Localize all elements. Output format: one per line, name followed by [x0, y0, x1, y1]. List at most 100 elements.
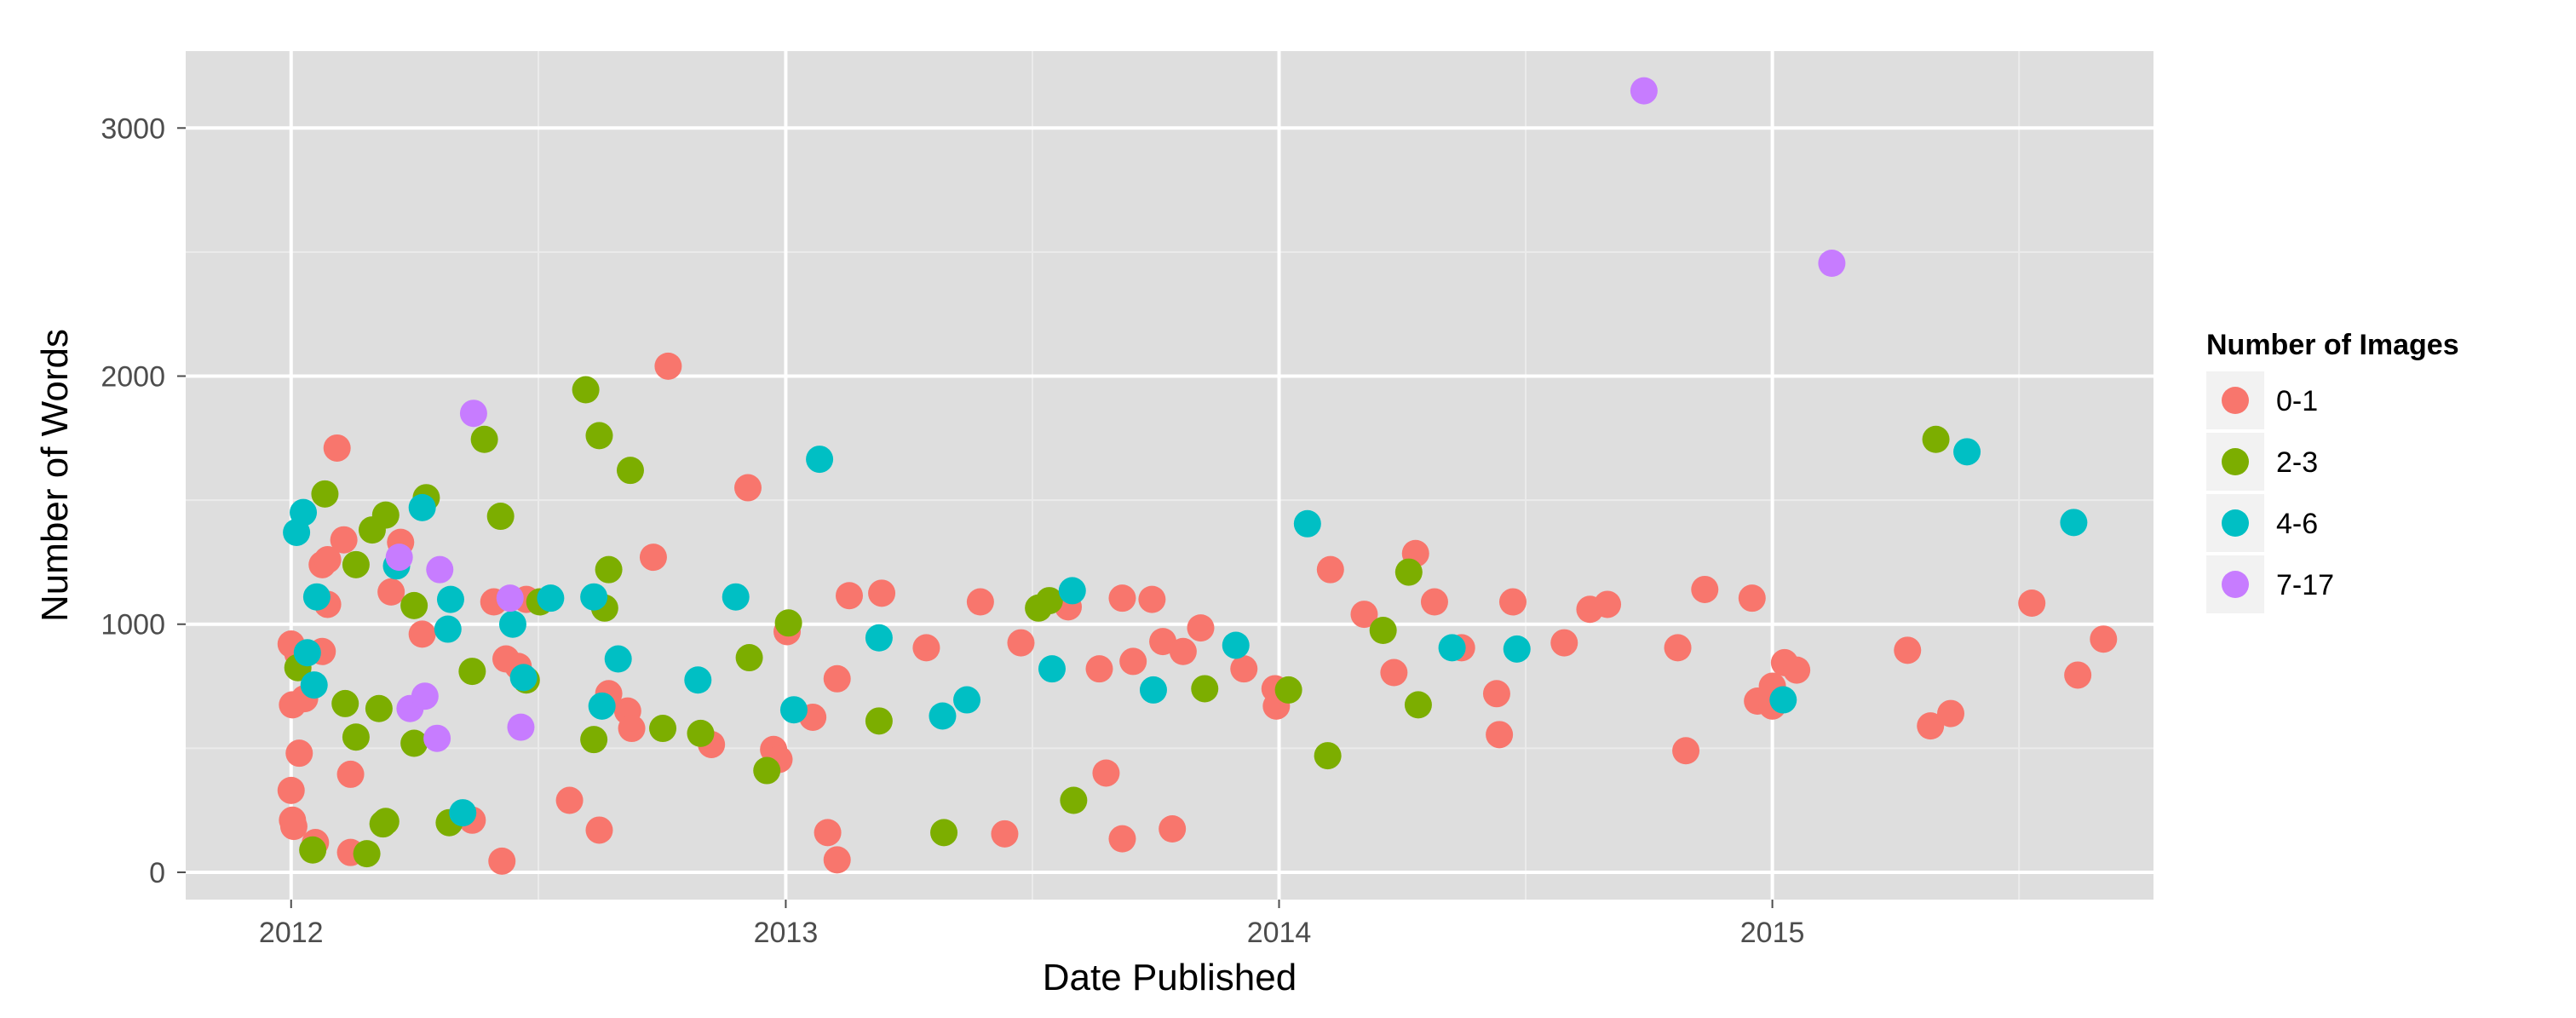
- data-point: [1953, 438, 1981, 466]
- legend-entry: 7-17: [2206, 555, 2334, 613]
- axis-ticks: [177, 127, 1774, 908]
- y-axis-title: Number of Words: [34, 329, 76, 622]
- legend-title: Number of Images: [2206, 329, 2459, 361]
- data-point: [639, 544, 667, 572]
- data-point: [1092, 759, 1120, 787]
- data-point: [290, 498, 318, 526]
- data-point: [585, 816, 613, 844]
- data-point: [1138, 585, 1166, 613]
- x-tick-label: 2013: [754, 917, 819, 949]
- data-point: [1314, 742, 1342, 770]
- data-point: [1274, 676, 1302, 704]
- data-point: [1630, 77, 1658, 105]
- data-point: [1108, 825, 1136, 853]
- data-point: [1486, 721, 1514, 749]
- data-point: [1058, 577, 1086, 605]
- data-point: [929, 702, 957, 730]
- data-point: [1691, 575, 1719, 603]
- data-point: [331, 689, 359, 717]
- data-point: [684, 666, 712, 694]
- data-point: [1191, 675, 1219, 703]
- data-point: [649, 715, 677, 743]
- data-point: [555, 786, 584, 814]
- data-point: [1818, 250, 1846, 277]
- data-point: [779, 696, 808, 724]
- data-point: [300, 671, 328, 699]
- data-point: [1369, 617, 1397, 645]
- data-point: [1149, 628, 1177, 656]
- data-point: [654, 352, 682, 380]
- data-point: [585, 422, 613, 450]
- data-point: [400, 591, 428, 619]
- x-tick-label: 2015: [1740, 917, 1805, 949]
- data-point: [2018, 589, 2046, 617]
- data-point: [618, 715, 646, 743]
- data-point: [865, 707, 893, 735]
- data-point: [408, 620, 436, 648]
- data-point: [930, 819, 958, 847]
- data-point: [1438, 634, 1466, 662]
- data-point: [1038, 655, 1066, 683]
- data-point: [588, 692, 616, 720]
- data-point: [400, 729, 428, 757]
- data-point: [722, 583, 750, 611]
- data-point: [734, 474, 762, 502]
- data-point: [1503, 635, 1531, 663]
- legend: Number of Images 0-1 2-3 4-6 7-17: [2206, 329, 2459, 613]
- data-point: [1060, 786, 1088, 814]
- data-point: [459, 400, 487, 428]
- data-point: [753, 756, 781, 785]
- data-point: [735, 644, 763, 672]
- minor-gridlines: [186, 51, 2153, 900]
- data-point: [470, 425, 498, 453]
- legend-entry: 0-1: [2206, 371, 2318, 429]
- data-point: [1738, 584, 1766, 613]
- data-point: [572, 376, 600, 404]
- legend-entry: 2-3: [2206, 433, 2318, 491]
- data-point: [385, 544, 413, 572]
- data-point: [806, 446, 834, 474]
- data-point: [580, 726, 608, 754]
- data-point: [507, 713, 535, 741]
- data-point: [774, 609, 802, 637]
- legend-swatch: [2222, 448, 2249, 475]
- data-point: [1550, 629, 1578, 657]
- data-point: [1482, 680, 1510, 708]
- data-point: [1394, 558, 1423, 586]
- data-point: [1085, 655, 1113, 683]
- data-point: [313, 546, 342, 574]
- legend-swatch: [2222, 387, 2249, 414]
- data-point: [1664, 634, 1692, 662]
- data-point: [302, 583, 331, 611]
- data-point: [371, 501, 400, 529]
- data-point: [1007, 629, 1035, 657]
- data-point: [1894, 636, 1922, 664]
- data-point: [436, 585, 464, 613]
- data-point: [953, 686, 981, 714]
- data-point: [285, 739, 313, 768]
- y-tick-labels: 0 1000 2000 3000: [101, 112, 165, 889]
- data-point: [279, 813, 308, 841]
- data-point: [458, 658, 486, 686]
- legend-label: 7-17: [2276, 569, 2334, 601]
- data-point: [293, 639, 321, 667]
- data-point: [835, 582, 863, 610]
- data-point: [1169, 637, 1197, 665]
- data-point: [277, 776, 305, 804]
- data-point: [496, 584, 524, 613]
- data-point: [912, 634, 940, 662]
- legend-label: 2-3: [2276, 446, 2318, 479]
- data-point: [865, 624, 893, 652]
- y-tick-label: 3000: [101, 112, 165, 145]
- data-point: [377, 578, 405, 606]
- data-point: [498, 610, 526, 638]
- data-point: [434, 615, 462, 643]
- data-point: [1293, 509, 1321, 538]
- legend-entry: 4-6: [2206, 494, 2318, 552]
- data-point: [371, 808, 400, 836]
- data-point: [1937, 699, 1965, 728]
- data-point: [1187, 614, 1215, 642]
- data-point: [330, 526, 358, 554]
- data-point: [1350, 601, 1378, 629]
- data-point: [365, 694, 393, 722]
